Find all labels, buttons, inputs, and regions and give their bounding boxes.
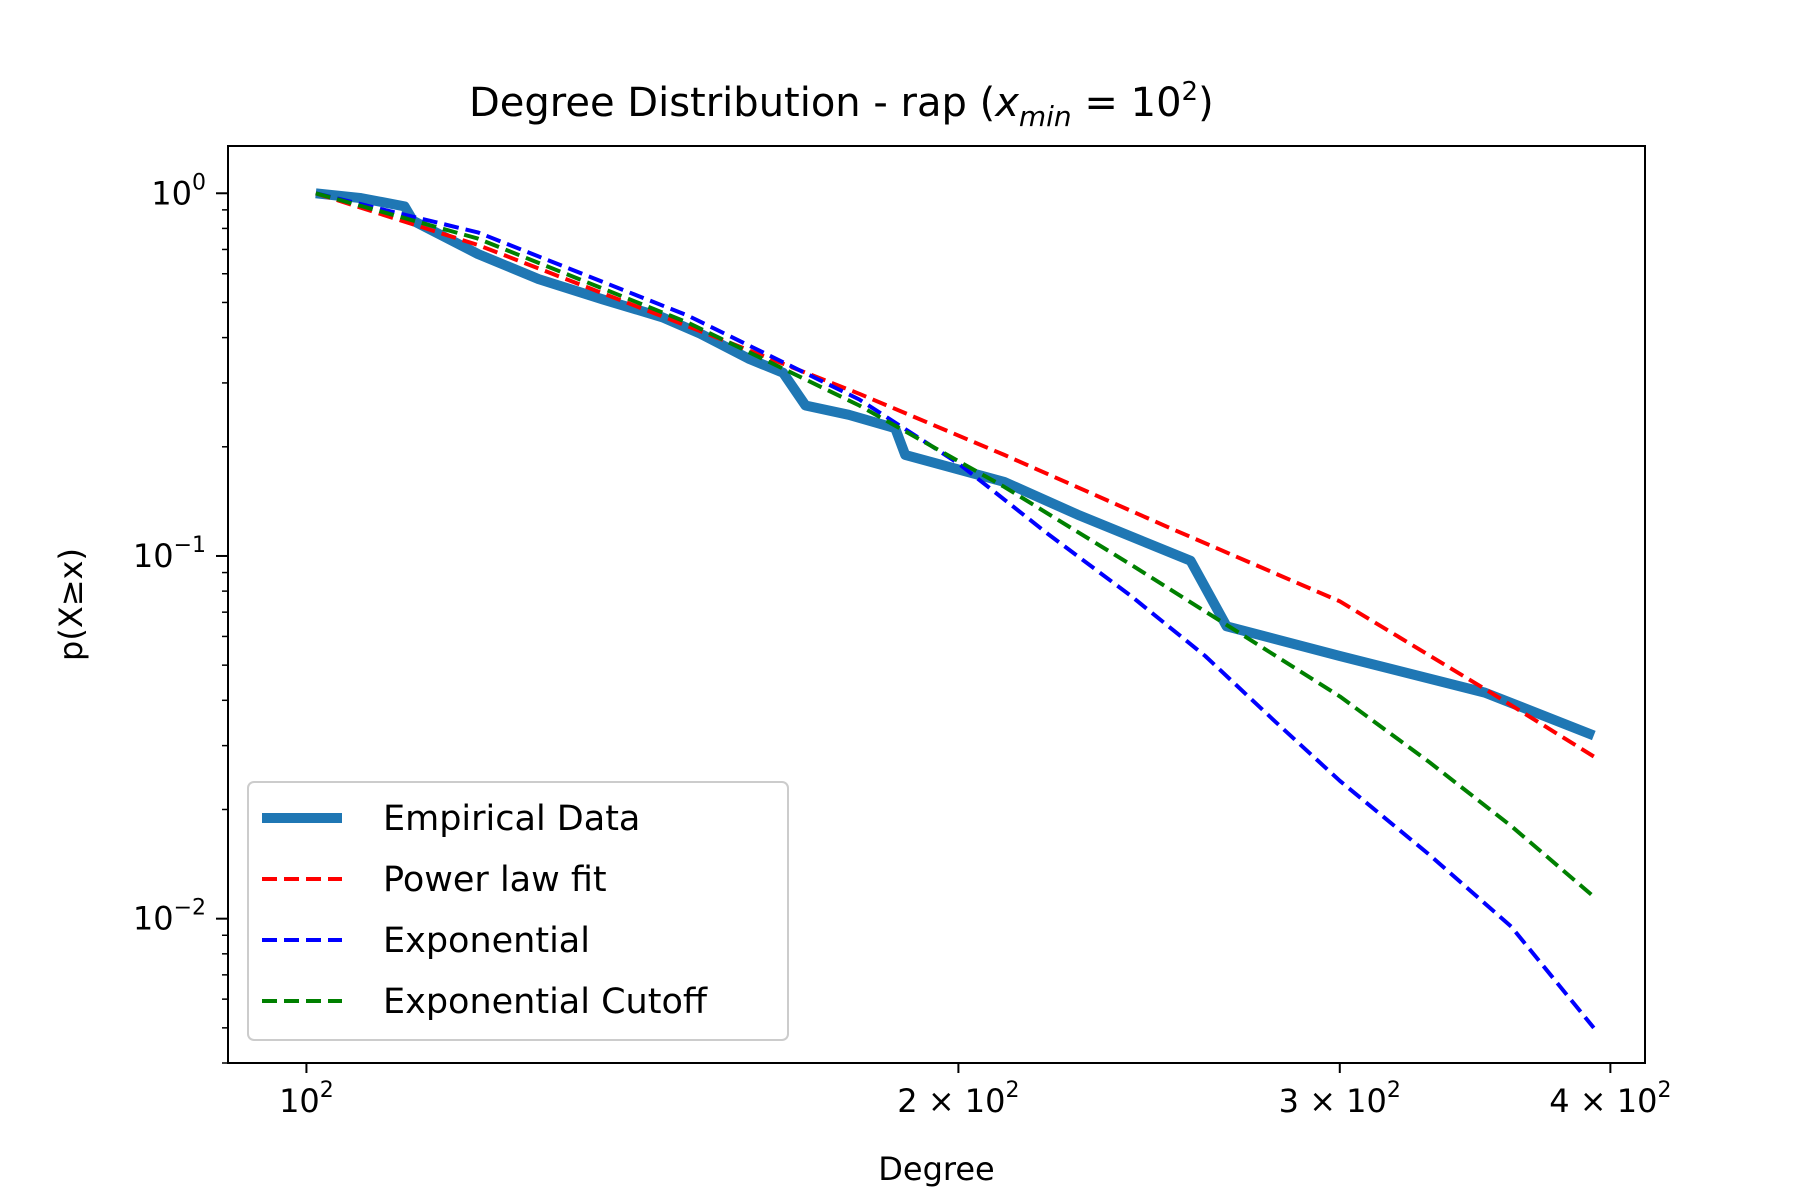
legend-label: Exponential: [383, 921, 590, 961]
y-axis-label: p(X≥x): [52, 548, 90, 661]
y-tick-label: 10−1: [133, 533, 206, 575]
chart-title-suffix: ): [1198, 80, 1214, 126]
series-layer: [315, 188, 1596, 1030]
x-tick-label: 2 × 102: [897, 1078, 1019, 1120]
x-axis-label: Degree: [878, 1150, 994, 1188]
legend-label: Exponential Cutoff: [383, 982, 708, 1022]
chart-title-eq: = 10: [1072, 80, 1182, 126]
chart-title: Degree Distribution - rap (xmin = 102): [469, 77, 1214, 133]
legend-label: Power law fit: [383, 860, 607, 900]
x-tick-label: 3 × 102: [1279, 1078, 1401, 1120]
chart-title-prefix: Degree Distribution - rap (: [469, 80, 995, 126]
chart-title-var: x: [993, 80, 1019, 126]
legend: Empirical Data Power law fit Exponential Ex…: [247, 781, 789, 1041]
y-tick-label: 100: [151, 170, 206, 212]
series-line-power-law-fit: [315, 191, 1595, 759]
series-line-exponential-cutoff: [315, 191, 1596, 899]
x-tick-label: 4 × 102: [1549, 1078, 1671, 1120]
x-tick-label: 102: [279, 1078, 334, 1120]
chart-title-sup: 2: [1182, 77, 1199, 107]
y-tick-label: 10−2: [133, 896, 206, 938]
legend-box: [247, 781, 789, 1041]
ticks-layer: 102 2 × 102 3 × 102 4 × 102 100 10−1 10−2: [133, 170, 1672, 1120]
chart-title-sub: min: [1019, 100, 1072, 133]
series-line-empirical-data: [315, 188, 1596, 741]
legend-label: Empirical Data: [383, 799, 640, 839]
plot-frame: [227, 145, 1646, 1064]
